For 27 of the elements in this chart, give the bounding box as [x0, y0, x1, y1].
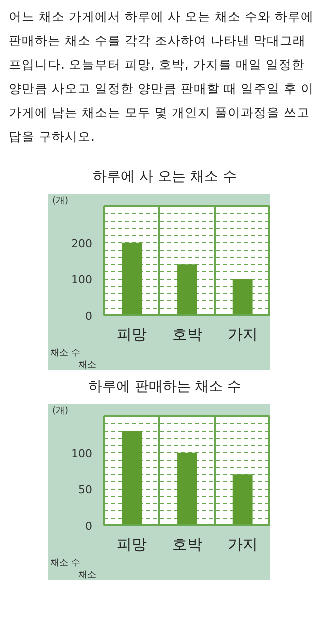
x-tick-label: 피망	[117, 326, 148, 344]
y-axis-title: (개)	[52, 196, 69, 206]
bar	[178, 452, 198, 526]
x-axis-title: 채소	[78, 360, 96, 370]
bar	[232, 279, 253, 316]
y-tick-label: 50	[78, 484, 93, 497]
chart-title: 하루에 판매하는 채소 수	[88, 378, 242, 397]
x-tick-label: 피망	[117, 536, 148, 554]
x-tick-label: 호박	[172, 536, 202, 554]
x-tick-label: 가지	[228, 326, 258, 344]
bar	[232, 474, 253, 526]
x-axis-title: 채소	[78, 570, 96, 580]
bar	[122, 431, 142, 526]
chart-title: 하루에 사 오는 채소 수	[93, 168, 237, 187]
bar	[122, 242, 142, 316]
text: 채소 수	[50, 558, 80, 568]
y-tick-label: 200	[72, 237, 93, 250]
y-tick-label: 100	[72, 447, 93, 460]
x-tick-label: 가지	[228, 536, 258, 554]
text: 어느 채소 가게에서 하루에 사 오는 채소 수와 하루에 판매하는 채소 수를 각각 조사하여 나타낸 막대그래프입니다. 오늘부터 피망, 호박, 가지를 매일 일정한 양만큼 사오고 일정한 양만큼 판매할 때 일주일 후 이 가게에 남는 채소는 모두 몇 개인지 풀이과정을 쓰고 답을 구하시오.	[9, 8, 315, 146]
y-tick-label: 0	[86, 310, 92, 323]
x-tick-label: 호박	[172, 326, 202, 344]
y-axis-title: (개)	[52, 406, 69, 416]
y-tick-label: 0	[86, 520, 92, 533]
bar	[178, 264, 198, 316]
y-tick-label: 100	[72, 274, 93, 287]
text: 채소 수	[50, 348, 80, 358]
